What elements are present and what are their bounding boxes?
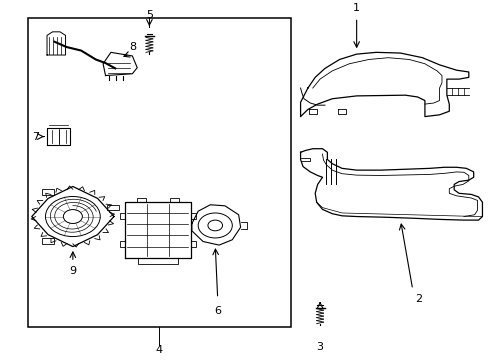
Text: 5: 5 (145, 10, 153, 20)
Text: 9: 9 (69, 266, 76, 276)
Text: 8: 8 (128, 42, 136, 52)
Bar (27, 18, 290, 327)
Text: 1: 1 (352, 3, 360, 13)
Circle shape (63, 210, 82, 224)
Text: 3: 3 (316, 342, 323, 352)
Bar (136, 198, 146, 202)
Bar (120, 241, 125, 247)
Text: 6: 6 (214, 306, 221, 316)
FancyBboxPatch shape (42, 238, 54, 244)
Bar (190, 213, 195, 219)
FancyBboxPatch shape (107, 204, 119, 210)
Text: 2: 2 (414, 294, 422, 303)
Text: 7: 7 (33, 132, 40, 141)
FancyBboxPatch shape (42, 189, 54, 195)
Text: 4: 4 (155, 345, 163, 355)
Bar (120, 213, 125, 219)
Bar (190, 241, 195, 247)
Bar (169, 198, 179, 202)
Circle shape (207, 220, 222, 231)
Bar (138, 258, 177, 264)
